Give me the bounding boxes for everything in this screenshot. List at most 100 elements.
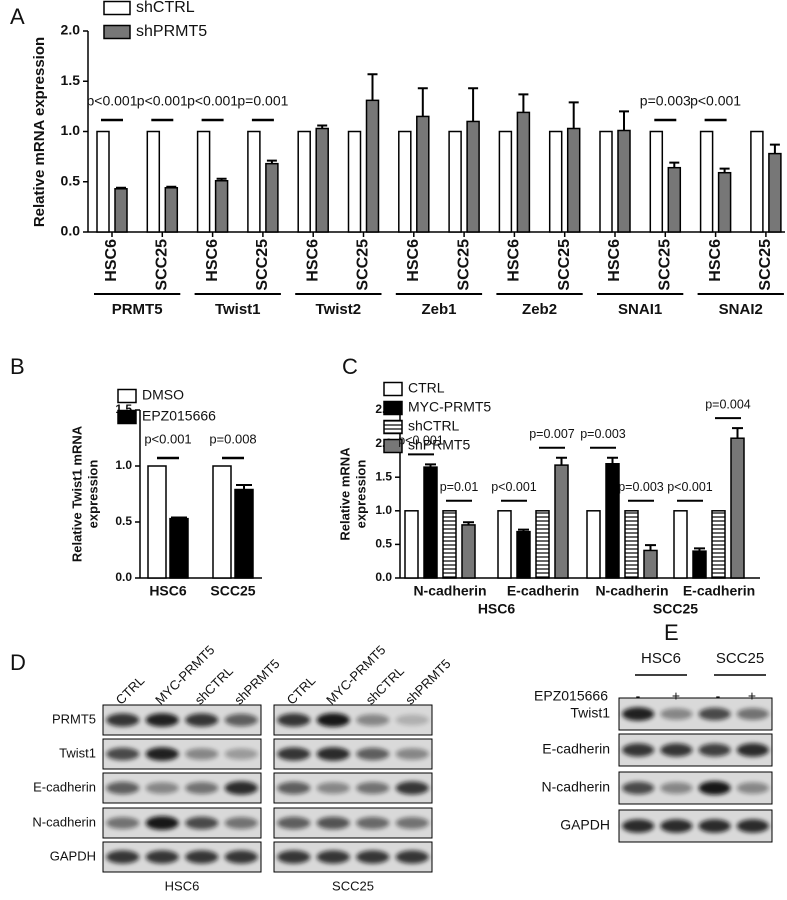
band bbox=[660, 708, 693, 720]
band bbox=[736, 819, 769, 833]
y-tick-label: 1.5 bbox=[375, 469, 392, 483]
legend-swatch bbox=[383, 419, 403, 435]
bar bbox=[297, 130, 311, 233]
y-tick-label: 0.5 bbox=[61, 172, 81, 188]
y-tick-label: 1.0 bbox=[115, 458, 132, 472]
bar bbox=[548, 130, 563, 233]
legend-label: EPZ015666 bbox=[142, 408, 216, 424]
bar bbox=[442, 510, 457, 579]
legend-swatch bbox=[117, 388, 137, 404]
bar bbox=[247, 130, 261, 233]
x-tick-label: SCC25 bbox=[254, 239, 271, 291]
band bbox=[356, 816, 390, 830]
row-label: E-cadherin bbox=[33, 779, 96, 794]
p-value: p=0.008 bbox=[209, 431, 256, 446]
error-bar bbox=[556, 456, 567, 466]
band bbox=[145, 850, 179, 864]
p-value: p<0.001 bbox=[137, 93, 188, 109]
panel-label: B bbox=[10, 354, 25, 379]
band bbox=[185, 782, 219, 794]
y-tick-label: 1.0 bbox=[375, 503, 392, 517]
row-label: E-cadherin bbox=[542, 741, 610, 757]
band bbox=[277, 850, 311, 864]
legend-label: shCTRL bbox=[408, 418, 460, 434]
error-bar bbox=[367, 73, 378, 101]
band bbox=[356, 782, 390, 794]
legend-swatch bbox=[383, 381, 403, 397]
bar bbox=[586, 510, 601, 579]
group-label: SCC25 bbox=[716, 650, 764, 667]
group-label: Twist2 bbox=[316, 301, 362, 318]
row-label: N-cadherin bbox=[542, 779, 610, 795]
band bbox=[395, 850, 429, 864]
bar bbox=[516, 530, 531, 579]
row-label: GAPDH bbox=[560, 817, 610, 833]
cell-label: SCC25 bbox=[332, 878, 374, 893]
x-tick-label: SCC25 bbox=[657, 239, 674, 291]
p-value: p<0.001 bbox=[667, 480, 713, 494]
bar bbox=[730, 437, 745, 579]
band bbox=[395, 748, 429, 760]
y-tick-label: 0.0 bbox=[375, 570, 392, 584]
panel-label: E bbox=[664, 620, 679, 645]
bar bbox=[498, 130, 513, 233]
legend-label: shPRMT5 bbox=[408, 437, 470, 453]
band bbox=[698, 781, 731, 795]
band bbox=[224, 850, 258, 864]
x-tick-label: SCC25 bbox=[455, 239, 472, 291]
band bbox=[145, 747, 179, 761]
band bbox=[316, 782, 350, 794]
band bbox=[185, 816, 219, 830]
bar bbox=[768, 152, 782, 233]
p-value: p<0.001 bbox=[690, 93, 741, 109]
row-label: N-cadherin bbox=[32, 814, 96, 829]
legend-label: shPRMT5 bbox=[136, 23, 207, 40]
bar bbox=[673, 510, 688, 579]
p-value: p=0.01 bbox=[440, 480, 479, 494]
bar bbox=[554, 464, 569, 579]
bar bbox=[566, 127, 581, 233]
bar bbox=[196, 130, 211, 233]
bar bbox=[365, 99, 380, 233]
bar bbox=[416, 115, 430, 233]
bar bbox=[605, 463, 620, 579]
band bbox=[316, 713, 350, 727]
band bbox=[106, 713, 140, 727]
p-value: p=0.007 bbox=[529, 427, 575, 441]
x-tick-label: HSC6 bbox=[405, 239, 422, 282]
band bbox=[698, 707, 731, 721]
p-value: p=0.003 bbox=[580, 427, 626, 441]
bar bbox=[214, 179, 229, 233]
bar bbox=[347, 130, 362, 233]
band bbox=[736, 708, 769, 720]
cell-label: HSC6 bbox=[165, 878, 200, 893]
bar bbox=[448, 130, 462, 233]
band bbox=[106, 850, 140, 864]
panel-label: D bbox=[10, 650, 26, 675]
band bbox=[660, 782, 693, 794]
y-axis-title: Relative Twist1 mRNA bbox=[69, 425, 84, 562]
p-value: p=0.003 bbox=[640, 93, 691, 109]
lane-label: CTRL bbox=[284, 673, 319, 708]
x-tick-label: HSC6 bbox=[707, 239, 724, 282]
legend-swatch bbox=[117, 409, 137, 425]
p-value: p<0.001 bbox=[491, 480, 537, 494]
y-axis-title: Relative mRNA expression bbox=[31, 37, 48, 227]
bar bbox=[265, 162, 279, 233]
bar bbox=[398, 130, 412, 233]
lane-label: shPRMT5 bbox=[402, 656, 453, 707]
band bbox=[622, 781, 655, 795]
bar bbox=[169, 517, 189, 579]
panel-label: C bbox=[342, 354, 358, 379]
band bbox=[145, 816, 179, 830]
legend-swatch bbox=[103, 0, 131, 16]
bar bbox=[667, 166, 682, 233]
treatment-sign: - bbox=[716, 688, 721, 704]
x-tick-label: N-cadherin bbox=[413, 583, 486, 599]
treatment-sign: + bbox=[748, 688, 756, 704]
band bbox=[660, 743, 693, 757]
y-tick-label: 0.0 bbox=[115, 570, 132, 584]
group-label: HSC6 bbox=[641, 650, 681, 667]
legend-swatch bbox=[383, 438, 403, 454]
y-tick-label: 2.0 bbox=[61, 22, 81, 38]
